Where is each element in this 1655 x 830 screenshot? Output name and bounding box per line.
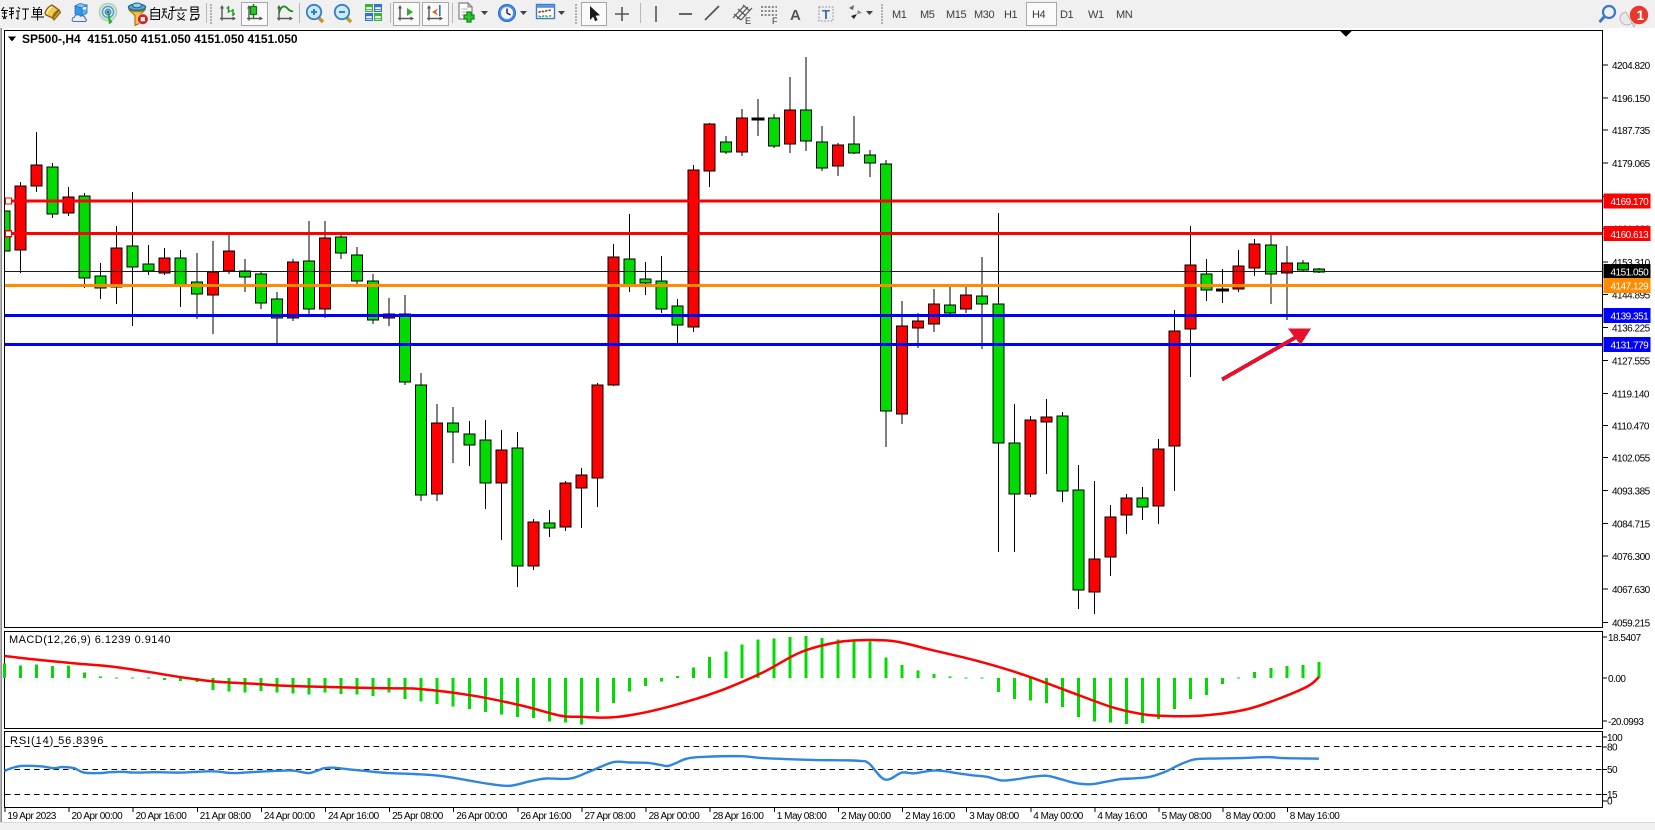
svg-text:0.00: 0.00 bbox=[1608, 674, 1626, 685]
svg-text:4204.820: 4204.820 bbox=[1612, 61, 1651, 72]
svg-text:0: 0 bbox=[1607, 797, 1613, 808]
svg-text:4131.779: 4131.779 bbox=[1611, 341, 1650, 352]
svg-text:4 May 00:00: 4 May 00:00 bbox=[1033, 811, 1083, 822]
svg-text:25 Apr 08:00: 25 Apr 08:00 bbox=[392, 811, 444, 822]
svg-text:4139.351: 4139.351 bbox=[1611, 312, 1650, 323]
svg-text:5 May 08:00: 5 May 08:00 bbox=[1162, 811, 1212, 822]
svg-text:2 May 16:00: 2 May 16:00 bbox=[905, 811, 955, 822]
svg-text:100: 100 bbox=[1607, 733, 1623, 744]
svg-text:4076.300: 4076.300 bbox=[1612, 552, 1651, 563]
svg-text:4151.050: 4151.050 bbox=[1611, 268, 1650, 279]
svg-text:SP500-,H4 4151.050 4151.050 4: SP500-,H4 4151.050 4151.050 4151.050 415… bbox=[22, 32, 298, 46]
svg-text:80: 80 bbox=[1607, 743, 1618, 754]
svg-text:24 Apr 16:00: 24 Apr 16:00 bbox=[328, 811, 380, 822]
svg-text:26 Apr 00:00: 26 Apr 00:00 bbox=[456, 811, 508, 822]
svg-text:4144.895: 4144.895 bbox=[1612, 291, 1651, 302]
svg-text:H4: H4 bbox=[1032, 9, 1046, 21]
svg-text:A: A bbox=[790, 7, 801, 24]
svg-text:27 Apr 08:00: 27 Apr 08:00 bbox=[585, 811, 637, 822]
svg-text:M1: M1 bbox=[892, 9, 907, 21]
svg-text:M15: M15 bbox=[946, 9, 966, 21]
svg-text:W1: W1 bbox=[1088, 9, 1104, 21]
svg-text:4093.385: 4093.385 bbox=[1612, 487, 1651, 498]
svg-text:H1: H1 bbox=[1004, 9, 1018, 21]
svg-text:26 Apr 16:00: 26 Apr 16:00 bbox=[520, 811, 572, 822]
svg-text:4187.735: 4187.735 bbox=[1612, 126, 1651, 137]
svg-text:19 Apr 2023: 19 Apr 2023 bbox=[7, 811, 56, 822]
svg-text:28 Apr 00:00: 28 Apr 00:00 bbox=[649, 811, 701, 822]
svg-text:4084.715: 4084.715 bbox=[1612, 520, 1651, 531]
svg-text:4 May 16:00: 4 May 16:00 bbox=[1097, 811, 1147, 822]
svg-text:4119.140: 4119.140 bbox=[1612, 390, 1650, 401]
svg-text:8 May 16:00: 8 May 16:00 bbox=[1290, 811, 1340, 822]
svg-text:50: 50 bbox=[1607, 765, 1618, 776]
svg-text:4067.630: 4067.630 bbox=[1612, 585, 1651, 596]
svg-text:4169.170: 4169.170 bbox=[1611, 197, 1650, 208]
svg-text:4127.555: 4127.555 bbox=[1612, 357, 1651, 368]
svg-text:20 Apr 16:00: 20 Apr 16:00 bbox=[136, 811, 188, 822]
svg-text:4147.129: 4147.129 bbox=[1611, 282, 1650, 293]
svg-text:24 Apr 00:00: 24 Apr 00:00 bbox=[264, 811, 316, 822]
svg-text:4059.215: 4059.215 bbox=[1612, 619, 1651, 630]
svg-text:4110.470: 4110.470 bbox=[1612, 422, 1650, 433]
svg-text:D1: D1 bbox=[1060, 9, 1074, 21]
svg-text:RSI(14) 56.8396: RSI(14) 56.8396 bbox=[10, 735, 104, 747]
svg-text:28 Apr 16:00: 28 Apr 16:00 bbox=[713, 811, 765, 822]
svg-text:15: 15 bbox=[1607, 790, 1618, 801]
svg-text:MACD(12,26,9) 6.1239 0.9140: MACD(12,26,9) 6.1239 0.9140 bbox=[9, 634, 171, 646]
svg-text:M5: M5 bbox=[920, 9, 935, 21]
svg-text:T: T bbox=[822, 7, 830, 22]
svg-text:F: F bbox=[772, 16, 778, 26]
svg-text:20 Apr 00:00: 20 Apr 00:00 bbox=[72, 811, 124, 822]
svg-text:M30: M30 bbox=[974, 9, 994, 21]
svg-text:E: E bbox=[745, 16, 751, 26]
svg-text:8 May 00:00: 8 May 00:00 bbox=[1226, 811, 1276, 822]
svg-text:-20.0993: -20.0993 bbox=[1608, 717, 1644, 728]
svg-text:2 May 00:00: 2 May 00:00 bbox=[841, 811, 891, 822]
svg-text:3 May 08:00: 3 May 08:00 bbox=[969, 811, 1019, 822]
svg-text:4196.150: 4196.150 bbox=[1612, 94, 1651, 105]
svg-text:21 Apr 08:00: 21 Apr 08:00 bbox=[200, 811, 252, 822]
svg-text:18.5407: 18.5407 bbox=[1608, 633, 1642, 644]
svg-text:4102.055: 4102.055 bbox=[1612, 453, 1651, 464]
svg-text:4153.310: 4153.310 bbox=[1612, 258, 1651, 269]
svg-text:1: 1 bbox=[1637, 7, 1645, 23]
svg-text:4179.065: 4179.065 bbox=[1612, 159, 1651, 170]
svg-text:MN: MN bbox=[1116, 9, 1133, 21]
svg-text:1 May 08:00: 1 May 08:00 bbox=[777, 811, 827, 822]
svg-text:4136.225: 4136.225 bbox=[1612, 324, 1651, 335]
svg-text:4160.613: 4160.613 bbox=[1611, 230, 1650, 241]
